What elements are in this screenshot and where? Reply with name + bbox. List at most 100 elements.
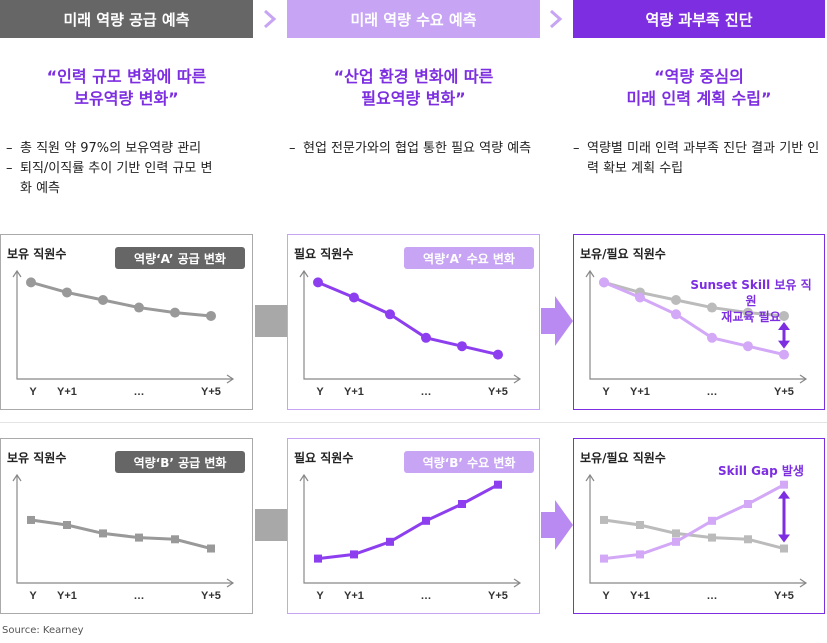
chart-diagnosis-a: Y Y+1 … Y+5 xyxy=(585,269,808,398)
x-tick-label: Y+5 xyxy=(774,590,794,602)
status-badge: 역량‘A’ 수요 변화 xyxy=(404,247,534,269)
header-diagnosis-label: 역량 과부족 진단 xyxy=(645,10,753,29)
x-tick-label: Y xyxy=(29,590,37,602)
chart-supply-b: Y Y+1 … Y+5 xyxy=(12,473,235,602)
axis-arrow-up xyxy=(585,473,595,482)
arrow-right-icon xyxy=(541,500,573,550)
x-tick-label: Y xyxy=(316,590,324,602)
data-point xyxy=(708,533,716,542)
axis-line xyxy=(16,271,233,380)
panel-supply-b: 보유 직원수 역량‘B’ 공급 변화 Y Y+1 … Y+5 xyxy=(0,438,253,614)
series-line xyxy=(603,280,785,318)
data-point xyxy=(493,349,503,360)
data-point xyxy=(743,307,753,318)
data-point xyxy=(779,310,789,321)
header-diagnosis: 역량 과부족 진단 xyxy=(573,0,825,38)
quote-line: “인력 규모 변화에 따른 xyxy=(46,67,207,86)
axis-arrow-up xyxy=(12,269,22,278)
panel-demand-b: 필요 직원수 역량‘B’ 수요 변화 Y Y+1 … Y+5 xyxy=(287,438,540,614)
axis-line xyxy=(303,271,520,380)
axis-arrow-right xyxy=(513,374,522,384)
data-point xyxy=(672,529,680,538)
header-demand-label: 미래 역량 수요 예측 xyxy=(350,10,477,29)
data-point xyxy=(707,302,717,313)
data-point xyxy=(26,277,36,288)
chart-demand-a: Y Y+1 … Y+5 xyxy=(299,269,522,398)
x-tick-label: Y+5 xyxy=(201,386,221,398)
data-point xyxy=(458,500,466,508)
data-point xyxy=(134,302,144,313)
x-tick-label: Y xyxy=(602,386,610,398)
status-badge: 역량‘B’ 수요 변화 xyxy=(404,451,534,473)
x-tick-label: Y xyxy=(316,386,324,398)
data-point xyxy=(600,515,608,524)
data-point xyxy=(421,332,431,343)
axis-line xyxy=(303,475,520,584)
data-point xyxy=(63,521,71,529)
panel-title: 필요 직원수 xyxy=(294,451,354,465)
chevron-right-icon xyxy=(550,9,563,29)
axis-arrow-right xyxy=(799,374,808,384)
x-tick-label: … xyxy=(134,386,145,398)
status-badge: 역량‘B’ 공급 변화 xyxy=(115,451,245,473)
x-tick-label: … xyxy=(421,386,432,398)
annotation-line: Sunset Skill 보유 직원 xyxy=(690,278,812,308)
bullet-item: 총 직원 약 97%의 보유역량 관리 xyxy=(6,139,246,159)
data-point xyxy=(707,332,717,343)
data-point xyxy=(62,287,72,298)
quote-line: 보유역량 변화” xyxy=(74,89,179,108)
data-point xyxy=(350,550,358,559)
x-tick-label: Y xyxy=(602,590,610,602)
data-point xyxy=(27,515,35,524)
axis-arrow-up xyxy=(12,473,22,482)
series-line xyxy=(317,280,499,357)
bullet-item: 현업 전문가와의 협업 통한 필요 역량 예측 xyxy=(289,139,541,159)
panel-title: 보유/필요 직원수 xyxy=(580,247,666,261)
x-tick-label: Y+1 xyxy=(57,386,77,398)
x-tick-label: … xyxy=(134,590,145,602)
bullet-item: 역량별 미래 인력 과부족 진단 결과 기반 인력 확보 계획 수립 xyxy=(573,139,821,179)
gap-arrow-head xyxy=(778,534,790,543)
quote-diagnosis: “역량 중심의 미래 인력 계획 수립” xyxy=(573,66,825,110)
data-point xyxy=(98,295,108,305)
x-tick-label: Y+1 xyxy=(630,590,650,602)
axis-arrow-up xyxy=(299,473,309,482)
series-line xyxy=(317,483,499,561)
divider xyxy=(0,422,827,423)
quote-line: 미래 인력 계획 수립” xyxy=(626,89,772,108)
bullets-supply: 총 직원 약 97%의 보유역량 관리 퇴직/이직률 추이 기반 인력 규모 변… xyxy=(6,139,246,199)
chart-diagnosis-b: Y Y+1 … Y+5 xyxy=(585,473,808,602)
data-point xyxy=(635,292,645,303)
connector-bar xyxy=(255,305,287,337)
data-point xyxy=(636,550,644,559)
data-point xyxy=(135,533,143,542)
axis-line xyxy=(589,271,806,380)
x-tick-label: Y+1 xyxy=(57,590,77,602)
data-point xyxy=(671,309,681,320)
axis-arrow-right xyxy=(799,578,808,588)
bullets-diagnosis: 역량별 미래 인력 과부족 진단 결과 기반 인력 확보 계획 수립 xyxy=(573,139,821,179)
data-point xyxy=(171,535,179,544)
data-point xyxy=(422,516,430,525)
x-tick-label: … xyxy=(707,386,718,398)
data-point xyxy=(744,535,752,544)
panel-title: 보유 직원수 xyxy=(7,247,67,261)
series-line xyxy=(30,518,212,550)
axis-arrow-right xyxy=(226,374,235,384)
axis-arrow-up xyxy=(299,269,309,278)
panel-title: 보유 직원수 xyxy=(7,451,67,465)
data-point xyxy=(671,295,681,305)
chart-supply-a: Y Y+1 … Y+5 xyxy=(12,269,235,398)
axis-arrow-right xyxy=(226,578,235,588)
header-supply-label: 미래 역량 공급 예측 xyxy=(63,10,190,29)
axis-line xyxy=(16,475,233,584)
annotation-line: 재교육 필요 xyxy=(721,310,781,324)
data-point xyxy=(636,521,644,529)
quote-line: 필요역량 변화” xyxy=(361,89,466,108)
quote-demand: “산업 환경 변화에 따른 필요역량 변화” xyxy=(287,66,540,110)
annotation: Skill Gap 발생 xyxy=(718,464,804,478)
x-tick-label: … xyxy=(707,590,718,602)
source-note: Source: Kearney xyxy=(2,625,84,636)
